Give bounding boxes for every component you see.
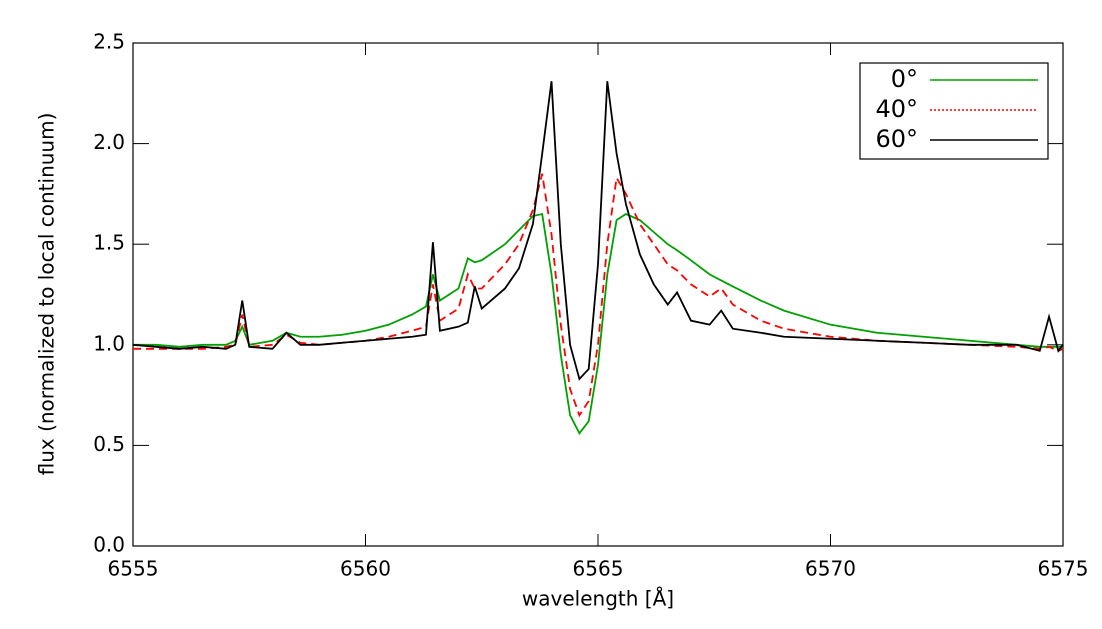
y-tick-label: 0.5 — [93, 432, 125, 456]
x-tick-label: 6555 — [108, 557, 159, 581]
y-tick-label: 0.0 — [93, 533, 125, 557]
y-tick-label: 1.5 — [93, 231, 125, 255]
y-axis-label: flux (normalized to local continuum) — [35, 113, 59, 476]
legend-label: 60° — [875, 125, 918, 153]
series-line — [132, 81, 1064, 381]
legend-box — [859, 62, 1049, 160]
y-tick-label: 2.5 — [93, 30, 125, 54]
x-tick-label: 6575 — [1038, 557, 1089, 581]
x-tick-label: 6570 — [805, 557, 856, 581]
y-tick-label: 2.0 — [93, 130, 125, 154]
x-tick-label: 6565 — [573, 557, 624, 581]
legend-label: 40° — [875, 95, 918, 123]
y-tick-label: 1.0 — [93, 331, 125, 355]
x-tick-label: 6560 — [340, 557, 391, 581]
series-line — [133, 173, 1064, 418]
x-axis-label: wavelength [Å] — [522, 587, 674, 611]
legend-label: 0° — [891, 65, 918, 93]
